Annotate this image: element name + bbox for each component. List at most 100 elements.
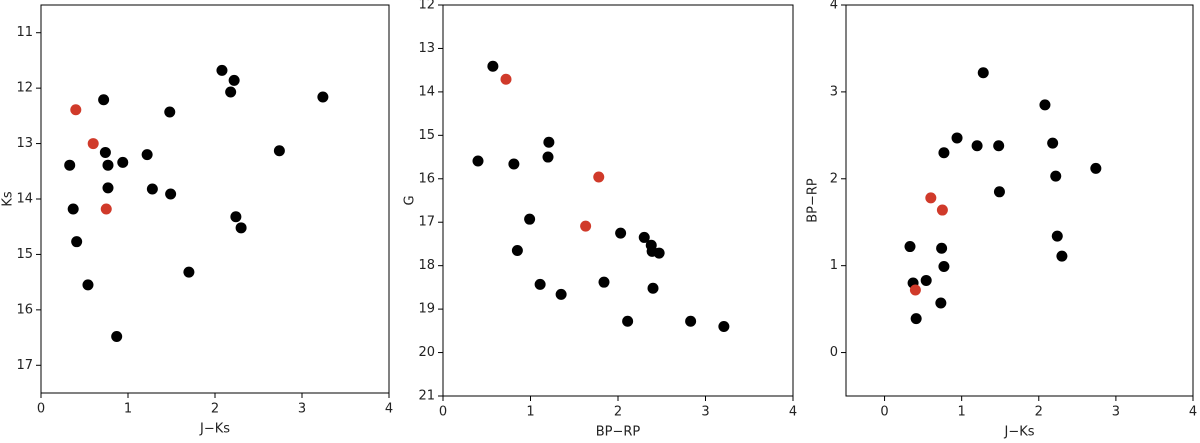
y-tick-label: 0 [830, 345, 838, 360]
scatter-point [487, 60, 499, 72]
scatter-point [64, 159, 76, 171]
x-tick-label: 4 [385, 402, 393, 417]
x-tick-label: 2 [1035, 405, 1043, 420]
scatter-point [216, 64, 228, 76]
scatter-point [273, 145, 285, 157]
y-tick-label: 14 [16, 192, 33, 207]
x-tick-label: 0 [37, 402, 45, 417]
scatter-point [938, 147, 950, 159]
y-tick-label: 12 [418, 0, 435, 13]
scatter-point [67, 203, 79, 215]
x-axis-label: J−Ks [1003, 425, 1034, 440]
x-tick-label: 2 [211, 402, 219, 417]
scatter-point [117, 156, 129, 168]
y-tick-label: 2 [830, 171, 838, 186]
x-axis-label: J−Ks [199, 422, 230, 437]
y-axis-label: BP−RP [806, 178, 821, 223]
x-tick-label: 3 [1112, 405, 1120, 420]
y-axis-label: G [403, 195, 418, 205]
scatter-point [925, 192, 937, 204]
y-tick-label: 19 [418, 302, 435, 317]
scatter-point [71, 236, 83, 248]
y-tick-label: 16 [16, 302, 33, 317]
y-tick-label: 16 [418, 171, 435, 186]
scatter-point [685, 315, 697, 327]
y-tick-label: 13 [16, 136, 33, 151]
plot-frame [845, 4, 1194, 397]
scatter-point [542, 151, 554, 163]
scatter-point [935, 297, 947, 309]
x-tick-label: 1 [526, 405, 534, 420]
scatter-point [936, 204, 948, 216]
x-axis-label: BP−RP [596, 425, 641, 440]
y-tick-label: 20 [418, 345, 435, 360]
scatter-point [70, 104, 82, 116]
plot-frame [40, 4, 390, 394]
scatter-point [100, 203, 112, 215]
scatter-point [951, 132, 963, 144]
scatter-point [102, 159, 114, 171]
y-tick-label: 15 [16, 247, 33, 262]
scatter-point [102, 182, 114, 194]
scatter-point [936, 242, 948, 254]
scatter-point [183, 266, 195, 278]
scatter-point [971, 140, 983, 152]
y-tick-label: 18 [418, 258, 435, 273]
scatter-point [555, 288, 567, 300]
scatter-point [920, 274, 932, 286]
scatter-point [993, 186, 1005, 198]
scatter-point [235, 222, 247, 234]
y-axis-label: Ks [1, 191, 16, 207]
scatter-point [225, 86, 237, 98]
scatter-point [1047, 137, 1059, 149]
x-tick-label: 0 [439, 405, 447, 420]
y-tick-label: 21 [418, 389, 435, 404]
scatter-point [146, 183, 158, 195]
scatter-point [718, 320, 730, 332]
x-tick-label: 1 [124, 402, 132, 417]
scatter-point [598, 276, 610, 288]
scatter-point [1050, 170, 1062, 182]
scatter-point [977, 67, 989, 79]
scatter-point [543, 136, 555, 148]
scatter-point [1039, 99, 1051, 111]
scatter-point [1051, 230, 1063, 242]
scatter-point [500, 73, 512, 85]
scatter-point [1090, 162, 1102, 174]
scatter-point [938, 261, 950, 273]
y-tick-label: 13 [418, 41, 435, 56]
scatter-point [534, 278, 546, 290]
scatter-point [141, 149, 153, 161]
scatter-point [317, 91, 329, 103]
scatter-point [87, 138, 99, 150]
scatter-point [909, 284, 921, 296]
scatter-point [164, 106, 176, 118]
x-tick-label: 3 [298, 402, 306, 417]
scatter-point [472, 155, 484, 167]
scatter-point [647, 282, 659, 294]
y-tick-label: 12 [16, 81, 33, 96]
scatter-point [910, 313, 922, 325]
x-tick-label: 4 [1189, 405, 1197, 420]
scatter-point [99, 146, 111, 158]
scatter-point [904, 241, 916, 253]
scatter-point [98, 94, 110, 106]
scatter-point [653, 247, 665, 259]
scatter-point [165, 188, 177, 200]
scatter-point [593, 171, 605, 183]
scatter-point [111, 330, 123, 342]
scatter-point [638, 231, 650, 243]
scatter-point [228, 74, 240, 86]
y-tick-label: 17 [16, 358, 33, 373]
scatter-point [615, 227, 627, 239]
x-tick-label: 0 [880, 405, 888, 420]
scatter-point [993, 140, 1005, 152]
x-tick-label: 4 [789, 405, 797, 420]
scatter-point [230, 211, 242, 223]
scatter-point [580, 220, 592, 232]
scatter-point [622, 315, 634, 327]
y-tick-label: 3 [830, 84, 838, 99]
scatter-point [511, 244, 523, 256]
x-tick-label: 3 [701, 405, 709, 420]
